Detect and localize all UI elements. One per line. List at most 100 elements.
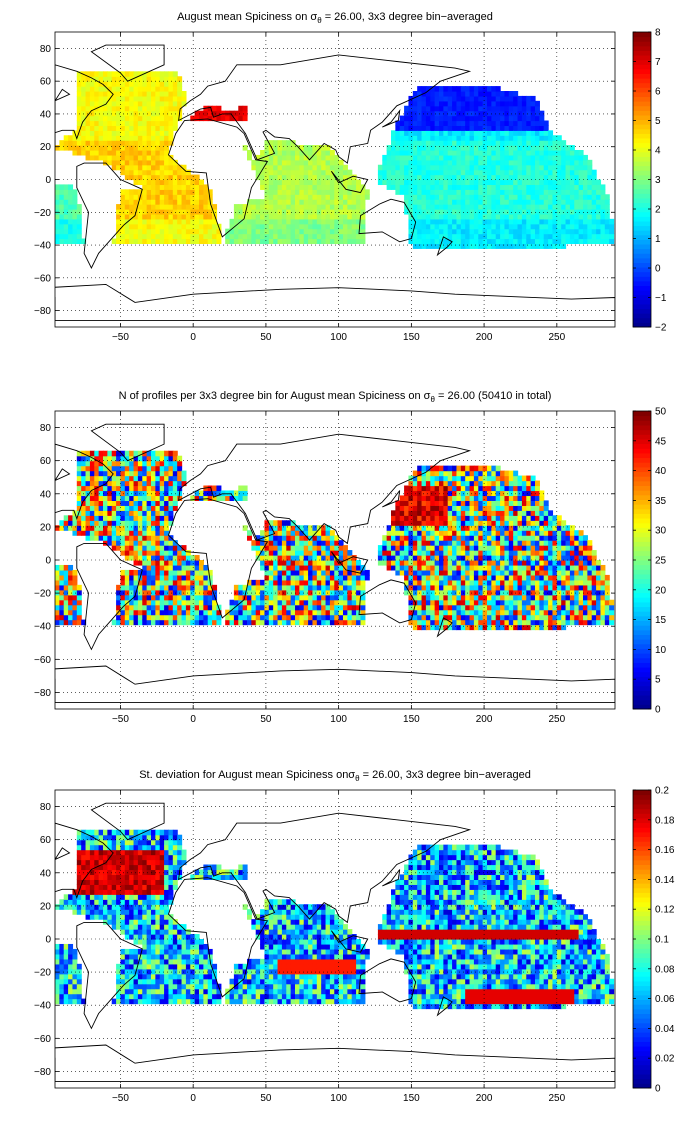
bin-cell [129, 540, 135, 546]
bin-cell [286, 619, 292, 626]
bin-cell [194, 233, 200, 240]
bin-cell [111, 125, 117, 131]
bin-cell [159, 609, 165, 616]
bin-cell [238, 209, 244, 215]
bin-cell [229, 490, 235, 497]
bin-cell [417, 204, 423, 210]
bin-cell [587, 218, 593, 225]
bin-cell [68, 589, 74, 596]
bin-cell [321, 233, 327, 240]
bin-cell [76, 233, 82, 240]
bin-cell [487, 604, 492, 611]
bin-cell [129, 140, 135, 146]
bin-cell [473, 475, 479, 482]
bin-cell [207, 604, 213, 611]
bin-cell [146, 569, 152, 576]
bin-cell [159, 579, 165, 586]
bin-cell [251, 199, 257, 205]
bin-cell [155, 530, 161, 536]
bin-cell [129, 589, 135, 596]
bin-cell [151, 209, 156, 215]
bin-cell [487, 500, 492, 506]
bin-cell [447, 228, 453, 235]
bin-cell [408, 490, 414, 497]
bin-cell [103, 86, 108, 92]
bin-cell [168, 199, 174, 205]
bin-cell [164, 604, 170, 611]
bin-cell [412, 135, 418, 141]
bin-cell [478, 218, 484, 225]
bin-cell [425, 545, 431, 551]
bin-cell [508, 164, 514, 171]
bin-cell [146, 169, 152, 176]
bin-cell [561, 169, 567, 176]
bin-cell [508, 91, 514, 97]
bin-cell [76, 455, 82, 462]
bin-cell [600, 213, 606, 220]
bin-cell [583, 223, 588, 230]
bin-cell [316, 535, 322, 541]
colorbar-segment [633, 64, 651, 70]
bin-cell [386, 179, 392, 186]
bin-cell [290, 540, 296, 546]
bin-cell [583, 159, 588, 166]
bin-cell [530, 169, 536, 176]
bin-cell [556, 213, 562, 220]
bin-cell [124, 470, 130, 477]
colorbar-segment [633, 105, 651, 111]
bin-cell [456, 100, 462, 107]
bin-cell [159, 81, 165, 87]
bin-cell [500, 125, 506, 131]
bin-cell [308, 584, 314, 591]
coastline [55, 88, 71, 102]
bin-cell [273, 574, 279, 581]
bin-cell [452, 204, 458, 210]
bin-cell [229, 110, 235, 117]
y-tick-label: −80 [34, 306, 51, 317]
bin-cell [473, 228, 479, 235]
bin-cell [264, 223, 270, 230]
bin-cell [264, 238, 270, 245]
bin-cell [425, 465, 431, 472]
bin-cell [408, 584, 414, 591]
bin-cell [281, 530, 287, 536]
bin-cell [399, 525, 405, 531]
bin-cell [207, 495, 213, 501]
bin-cell [55, 238, 60, 245]
bin-cell [565, 174, 571, 181]
bin-cell [473, 95, 479, 102]
bin-cell [129, 189, 135, 195]
bin-cell [120, 238, 126, 245]
bin-cell [255, 579, 261, 586]
bin-cell [430, 110, 436, 117]
bin-cell [63, 228, 69, 235]
bin-cell [185, 179, 191, 186]
bin-cell [434, 86, 440, 92]
bin-cell [338, 560, 344, 566]
bin-cell [133, 550, 139, 556]
bin-cell [443, 619, 449, 626]
bin-cell [583, 238, 588, 245]
bin-cell [76, 204, 82, 210]
bin-cell [351, 194, 357, 200]
bin-cell [151, 154, 156, 161]
bin-cell [303, 574, 309, 581]
bin-cell [185, 604, 191, 611]
bin-cell [146, 500, 152, 506]
bin-cell [482, 179, 488, 186]
bin-cell [155, 76, 161, 82]
bin-cell [513, 174, 519, 181]
bin-cell [556, 184, 562, 190]
bin-cell [264, 140, 270, 146]
bin-cell [207, 594, 213, 601]
bin-cell [434, 604, 440, 611]
bin-cell [469, 594, 475, 601]
bin-cell [103, 455, 108, 462]
bin-cell [151, 135, 156, 141]
bin-cell [334, 194, 340, 200]
bin-cell [273, 555, 279, 561]
bin-cell [146, 130, 152, 136]
bin-cell [190, 555, 196, 561]
bin-cell [281, 594, 287, 601]
bin-cell [286, 140, 292, 146]
